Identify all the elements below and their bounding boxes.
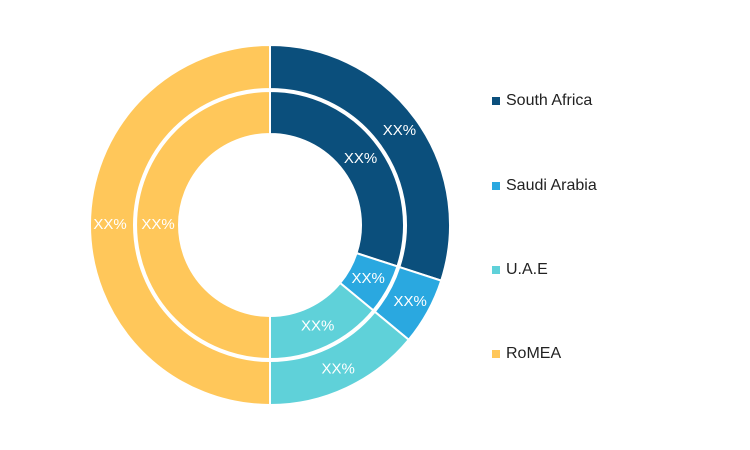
outer-label-saudi-arabia: XX% [394,293,427,310]
legend-label-romea: RoMEA [506,345,562,362]
inner-label-romea: XX% [141,216,174,233]
inner-label-saudi-arabia: XX% [351,270,384,287]
inner-ring [135,89,405,361]
legend-swatch-south-africa [492,97,500,105]
outer-slice-romea [89,43,271,407]
inner-slice-south-africa [269,89,405,268]
legend-item-romea: RoMEA [492,345,561,363]
outer-label-romea: XX% [93,216,126,233]
legend-label-saudi-arabia: Saudi Arabia [506,177,597,194]
legend-item-uae: U.A.E [492,261,548,279]
inner-label-u-a-e: XX% [301,317,334,334]
legend-label-south-africa: South Africa [506,92,593,109]
outer-ring [89,43,451,407]
legend-item-south-africa: South Africa [492,92,592,110]
outer-label-u-a-e: XX% [321,361,354,378]
inner-slice-romea [135,89,271,361]
legend-swatch-romea [492,350,500,358]
outer-label-south-africa: XX% [383,122,416,139]
legend-label-uae: U.A.E [506,261,548,278]
legend-swatch-saudi-arabia [492,182,500,190]
legend-swatch-uae [492,266,500,274]
legend-item-saudi-arabia: Saudi Arabia [492,177,597,195]
slice-labels: XX% XX% XX% XX% XX% XX% XX% XX% [93,122,427,378]
inner-label-south-africa: XX% [344,150,377,167]
